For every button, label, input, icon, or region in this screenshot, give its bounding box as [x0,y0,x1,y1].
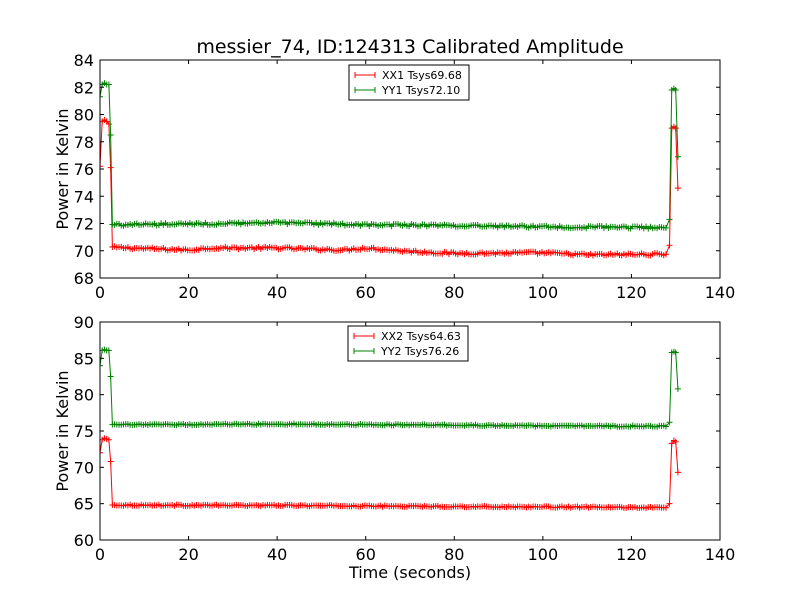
y-tick-label: 60 [74,531,94,550]
data-point-marker [674,153,681,160]
x-tick-label: 120 [616,283,647,302]
legend-entry: YY1 Tsys72.10 [354,84,460,97]
legend-entry: XX1 Tsys69.68 [354,69,462,82]
series-xx2 [100,435,681,512]
x-tick-label: 40 [267,545,287,564]
legend-label: XX1 Tsys69.68 [382,69,462,82]
data-point-marker [107,164,114,171]
x-tick-label: 40 [267,283,287,302]
data-point-marker [100,449,103,456]
y-tick-label: 78 [74,133,94,152]
y-tick-label: 70 [74,458,94,477]
plot-area [100,346,681,512]
top-panel-xx1-yy1: 0 20 40 60 80 100 120 140 68 70 72 74 76 78 80 82 84 Powe… [53,51,735,302]
data-point-marker [662,224,669,231]
x-tick-label: 20 [178,545,198,564]
legend-marker [353,333,375,339]
data-point-marker [666,500,673,507]
y-tick-label: 72 [74,215,94,234]
x-tick-label: 0 [95,283,105,302]
plot-area [100,80,681,259]
y-tick-label: 80 [74,386,94,405]
y-tick-label: 84 [74,51,94,70]
y-axis-label: Power in Kelvin [53,370,72,491]
data-point-marker [100,362,103,369]
bottom-panel-xx2-yy2: 0 20 40 60 80 100 120 140 60 65 70 75 80 85 90 Power in… [53,313,735,582]
legend-label: XX2 Tsys64.63 [381,330,461,343]
data-point-marker [672,349,679,356]
legend-marker [354,87,376,93]
data-point-marker [107,458,114,465]
data-point-marker [672,438,679,445]
x-tick-label: 120 [616,545,647,564]
data-point-marker [662,251,669,258]
legend-label: YY1 Tsys72.10 [381,84,460,97]
legend: XX2 Tsys64.63 YY2 Tsys76.26 [347,325,469,362]
data-point-marker [105,436,112,443]
data-point-marker [666,216,673,223]
series-yy1 [100,80,681,232]
data-point-marker [662,423,669,430]
y-tick-label: 76 [74,160,94,179]
data-point-marker [666,419,673,426]
data-point-marker [107,131,114,138]
x-tick-label: 0 [95,545,105,564]
data-point-marker [674,385,681,392]
legend-entry: YY2 Tsys76.26 [353,345,459,358]
figure-title: messier_74, ID:124313 Calibrated Amplitu… [196,36,623,58]
legend-entry: XX2 Tsys64.63 [353,330,461,343]
data-point-marker [662,504,669,511]
y-tick-label: 80 [74,106,94,125]
x-tick-label: 20 [178,283,198,302]
x-tick-label: 60 [356,283,376,302]
data-point-marker [674,185,681,192]
x-tick-label: 100 [528,283,559,302]
y-tick-label: 85 [74,349,94,368]
x-tick-label: 80 [444,283,464,302]
y-axis-label: Power in Kelvin [53,108,72,229]
y-tick-label: 74 [74,187,94,206]
y-tick-label: 68 [74,269,94,288]
data-point-marker [105,347,112,354]
x-tick-label: 60 [356,545,376,564]
x-tick-label: 140 [705,283,736,302]
y-tick-label: 75 [74,422,94,441]
legend-marker [354,72,376,78]
data-point-marker [105,121,112,128]
x-tick-label: 100 [528,545,559,564]
x-tick-label: 80 [444,545,464,564]
data-point-marker [107,373,114,380]
legend-box [348,64,470,101]
y-tick-label: 70 [74,242,94,261]
series-yy2 [100,346,681,430]
data-point-marker [100,93,103,100]
legend-marker [353,348,375,354]
data-point-marker [105,81,112,88]
data-point-marker [674,469,681,476]
x-tick-label: 140 [705,545,736,564]
y-tick-label: 90 [74,313,94,332]
data-point-marker [672,86,679,93]
data-point-marker [672,125,679,132]
data-point-marker [666,242,673,249]
data-point-marker [100,163,103,170]
legend-label: YY2 Tsys76.26 [380,345,459,358]
y-tick-label: 82 [74,78,94,97]
series-xx1 [100,116,681,259]
legend: XX1 Tsys69.68 YY1 Tsys72.10 [348,64,470,101]
x-axis-label: Time (seconds) [348,563,471,582]
legend-box [347,325,469,362]
y-tick-label: 65 [74,495,94,514]
